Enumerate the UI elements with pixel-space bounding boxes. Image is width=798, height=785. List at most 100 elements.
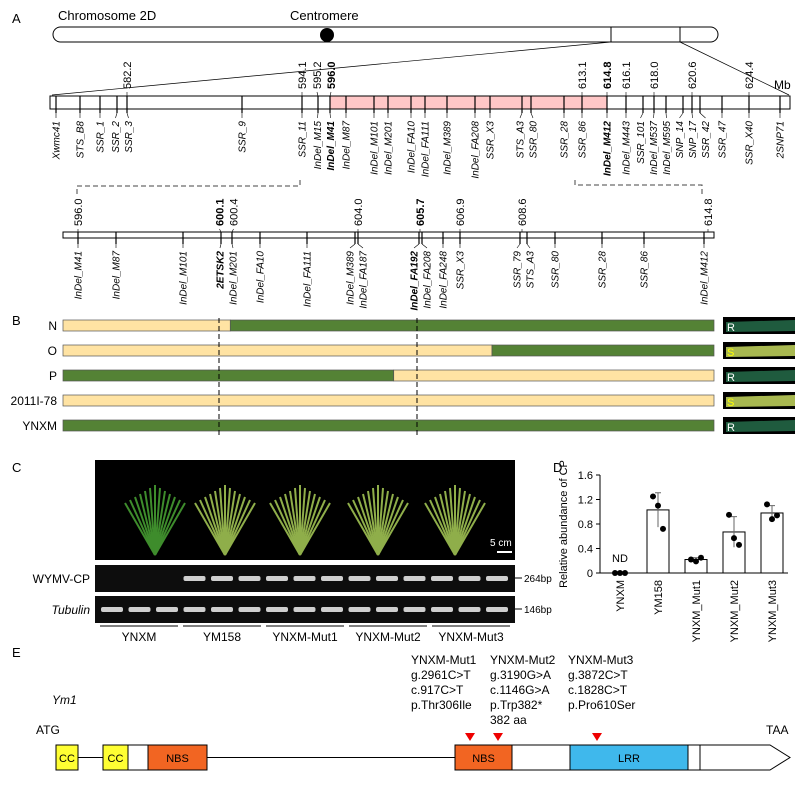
fine-marker-label: InDel_M41 — [74, 251, 85, 299]
y-tick-label: 1.6 — [578, 470, 593, 482]
line-name: N — [48, 319, 57, 333]
exon-box — [102, 744, 129, 771]
fine-marker-label-leader — [219, 243, 222, 249]
x-tick-label: YNXM — [615, 580, 627, 612]
fine-marker-label: InDel_M412 — [700, 251, 711, 305]
data-point — [698, 554, 704, 561]
utr-arrow — [699, 744, 791, 771]
data-point — [612, 570, 618, 576]
group-label: YNXM-Mut2 — [355, 630, 421, 644]
marker-label: InDel_M412 — [603, 121, 614, 176]
gel-row-label: WYMV-CP — [33, 572, 90, 586]
plant-leaf — [154, 502, 186, 556]
position-label: 620.6 — [687, 61, 699, 89]
mutation-3: YNXM-Mut3 g.3872C>T c.1828C>T p.Pro610Ser — [568, 653, 636, 712]
marker-label: SSR_9 — [238, 121, 249, 153]
gel-band — [458, 576, 481, 581]
exon-box — [147, 744, 208, 771]
genotype-segment — [62, 319, 231, 332]
exon-box — [687, 744, 701, 771]
marker-label: SSR_80 — [529, 121, 540, 159]
gel-band — [128, 607, 151, 612]
y-axis-label: Relative abundance of CP — [558, 460, 570, 588]
gel-band — [403, 607, 426, 612]
gel-band — [266, 576, 288, 581]
marker-label: InDel_M443 — [622, 121, 633, 175]
marker-label: SSR_28 — [560, 121, 571, 159]
fine-position-label-leader — [219, 228, 222, 233]
marker-label: SSR_101 — [636, 121, 647, 164]
fine-marker-label-leader — [231, 243, 234, 249]
genotype-segment — [491, 344, 715, 357]
fine-marker-label: InDel_M87 — [112, 251, 123, 300]
marker-label-leader — [699, 112, 706, 119]
gel-band — [238, 576, 261, 581]
marker-label-leader — [126, 112, 129, 119]
marker-label: InDel_FA10 — [407, 121, 418, 174]
y-tick-label: 1.2 — [578, 495, 593, 507]
panel-label-b: B — [12, 313, 21, 328]
mutation-1: YNXM-Mut1 g.2961C>T c.917C>T p.Thr306Ile — [411, 653, 477, 712]
marker-label: InDel_M41 — [326, 121, 337, 171]
band-size: 264bp — [524, 574, 552, 585]
genotype-segment — [62, 394, 715, 407]
data-point — [769, 516, 775, 523]
gel-band — [376, 607, 398, 612]
gel-band — [486, 607, 508, 612]
marker-label: SSR_86 — [578, 121, 589, 159]
exon-box — [511, 744, 571, 771]
gel-band — [183, 576, 206, 581]
marker-label: SSR_X40 — [745, 121, 756, 165]
marker-label: InDel_M87 — [342, 121, 353, 170]
x-tick-label: YNXM_Mut3 — [767, 580, 779, 642]
mutation-site-marker — [493, 733, 503, 741]
mutation-2: YNXM-Mut2 g.3190G>A c.1146G>A p.Trp382* 382 … — [490, 653, 556, 727]
marker-label: InDel_M595 — [662, 121, 673, 175]
marker-label: SNP_14 — [675, 121, 686, 159]
gel-band — [403, 576, 426, 581]
chromosome-label: Chromosome 2D — [58, 8, 157, 23]
fine-marker-label: SSR_X3 — [456, 251, 467, 290]
gel-band — [156, 607, 178, 612]
phenotype-label: R — [727, 372, 735, 384]
marker-label: InDel_FA208 — [471, 121, 482, 179]
marker-label: SSR_42 — [701, 121, 712, 159]
leaf-photo — [726, 420, 795, 432]
fine-marker-label: InDel_FA187 — [359, 251, 370, 309]
fine-position-label: 605.7 — [415, 198, 427, 226]
marker-label: SSR_11 — [298, 121, 309, 158]
phenotype-label: R — [727, 422, 735, 434]
unit-label: Mb — [774, 78, 791, 92]
x-tick-label: YM158 — [653, 580, 665, 615]
marker-label: InDel_M101 — [370, 121, 381, 175]
fine-marker-label: SSR_79 — [512, 251, 523, 289]
fine-marker-label-leader — [413, 243, 420, 249]
gel-band — [211, 607, 233, 612]
position-label: 596.0 — [326, 61, 338, 89]
marker-label-leader — [329, 112, 331, 119]
panel-label-d: D — [553, 460, 563, 475]
fine-marker-label: InDel_FA248 — [439, 251, 450, 309]
marker-label-leader — [519, 112, 523, 119]
fine-position-label: 608.6 — [517, 198, 529, 226]
fine-marker-label: InDel_FA208 — [423, 251, 434, 309]
fine-position-label: 596.0 — [73, 198, 85, 226]
fine-marker-label-leader — [526, 243, 531, 249]
plant-leaf — [224, 502, 256, 556]
mutation-site-marker — [465, 733, 475, 741]
gel-band — [293, 576, 316, 581]
fine-marker-label: InDel_FA192 — [409, 251, 420, 311]
gel-band — [238, 607, 261, 612]
marker-label: SSR_2 — [111, 121, 122, 153]
fine-marker-label-leader — [349, 243, 356, 249]
marker-label: Xwmc41 — [52, 121, 63, 160]
gel-band — [101, 607, 123, 612]
data-point — [764, 501, 770, 508]
marker-label: InDel_M389 — [443, 121, 454, 175]
plant-leaf — [377, 502, 409, 556]
marker-label: SSR_3 — [124, 121, 135, 153]
genotype-segment — [62, 419, 715, 432]
fine-marker-label: InDel_FA10 — [256, 251, 267, 304]
fine-marker-label: InDel_FA111 — [303, 251, 314, 307]
